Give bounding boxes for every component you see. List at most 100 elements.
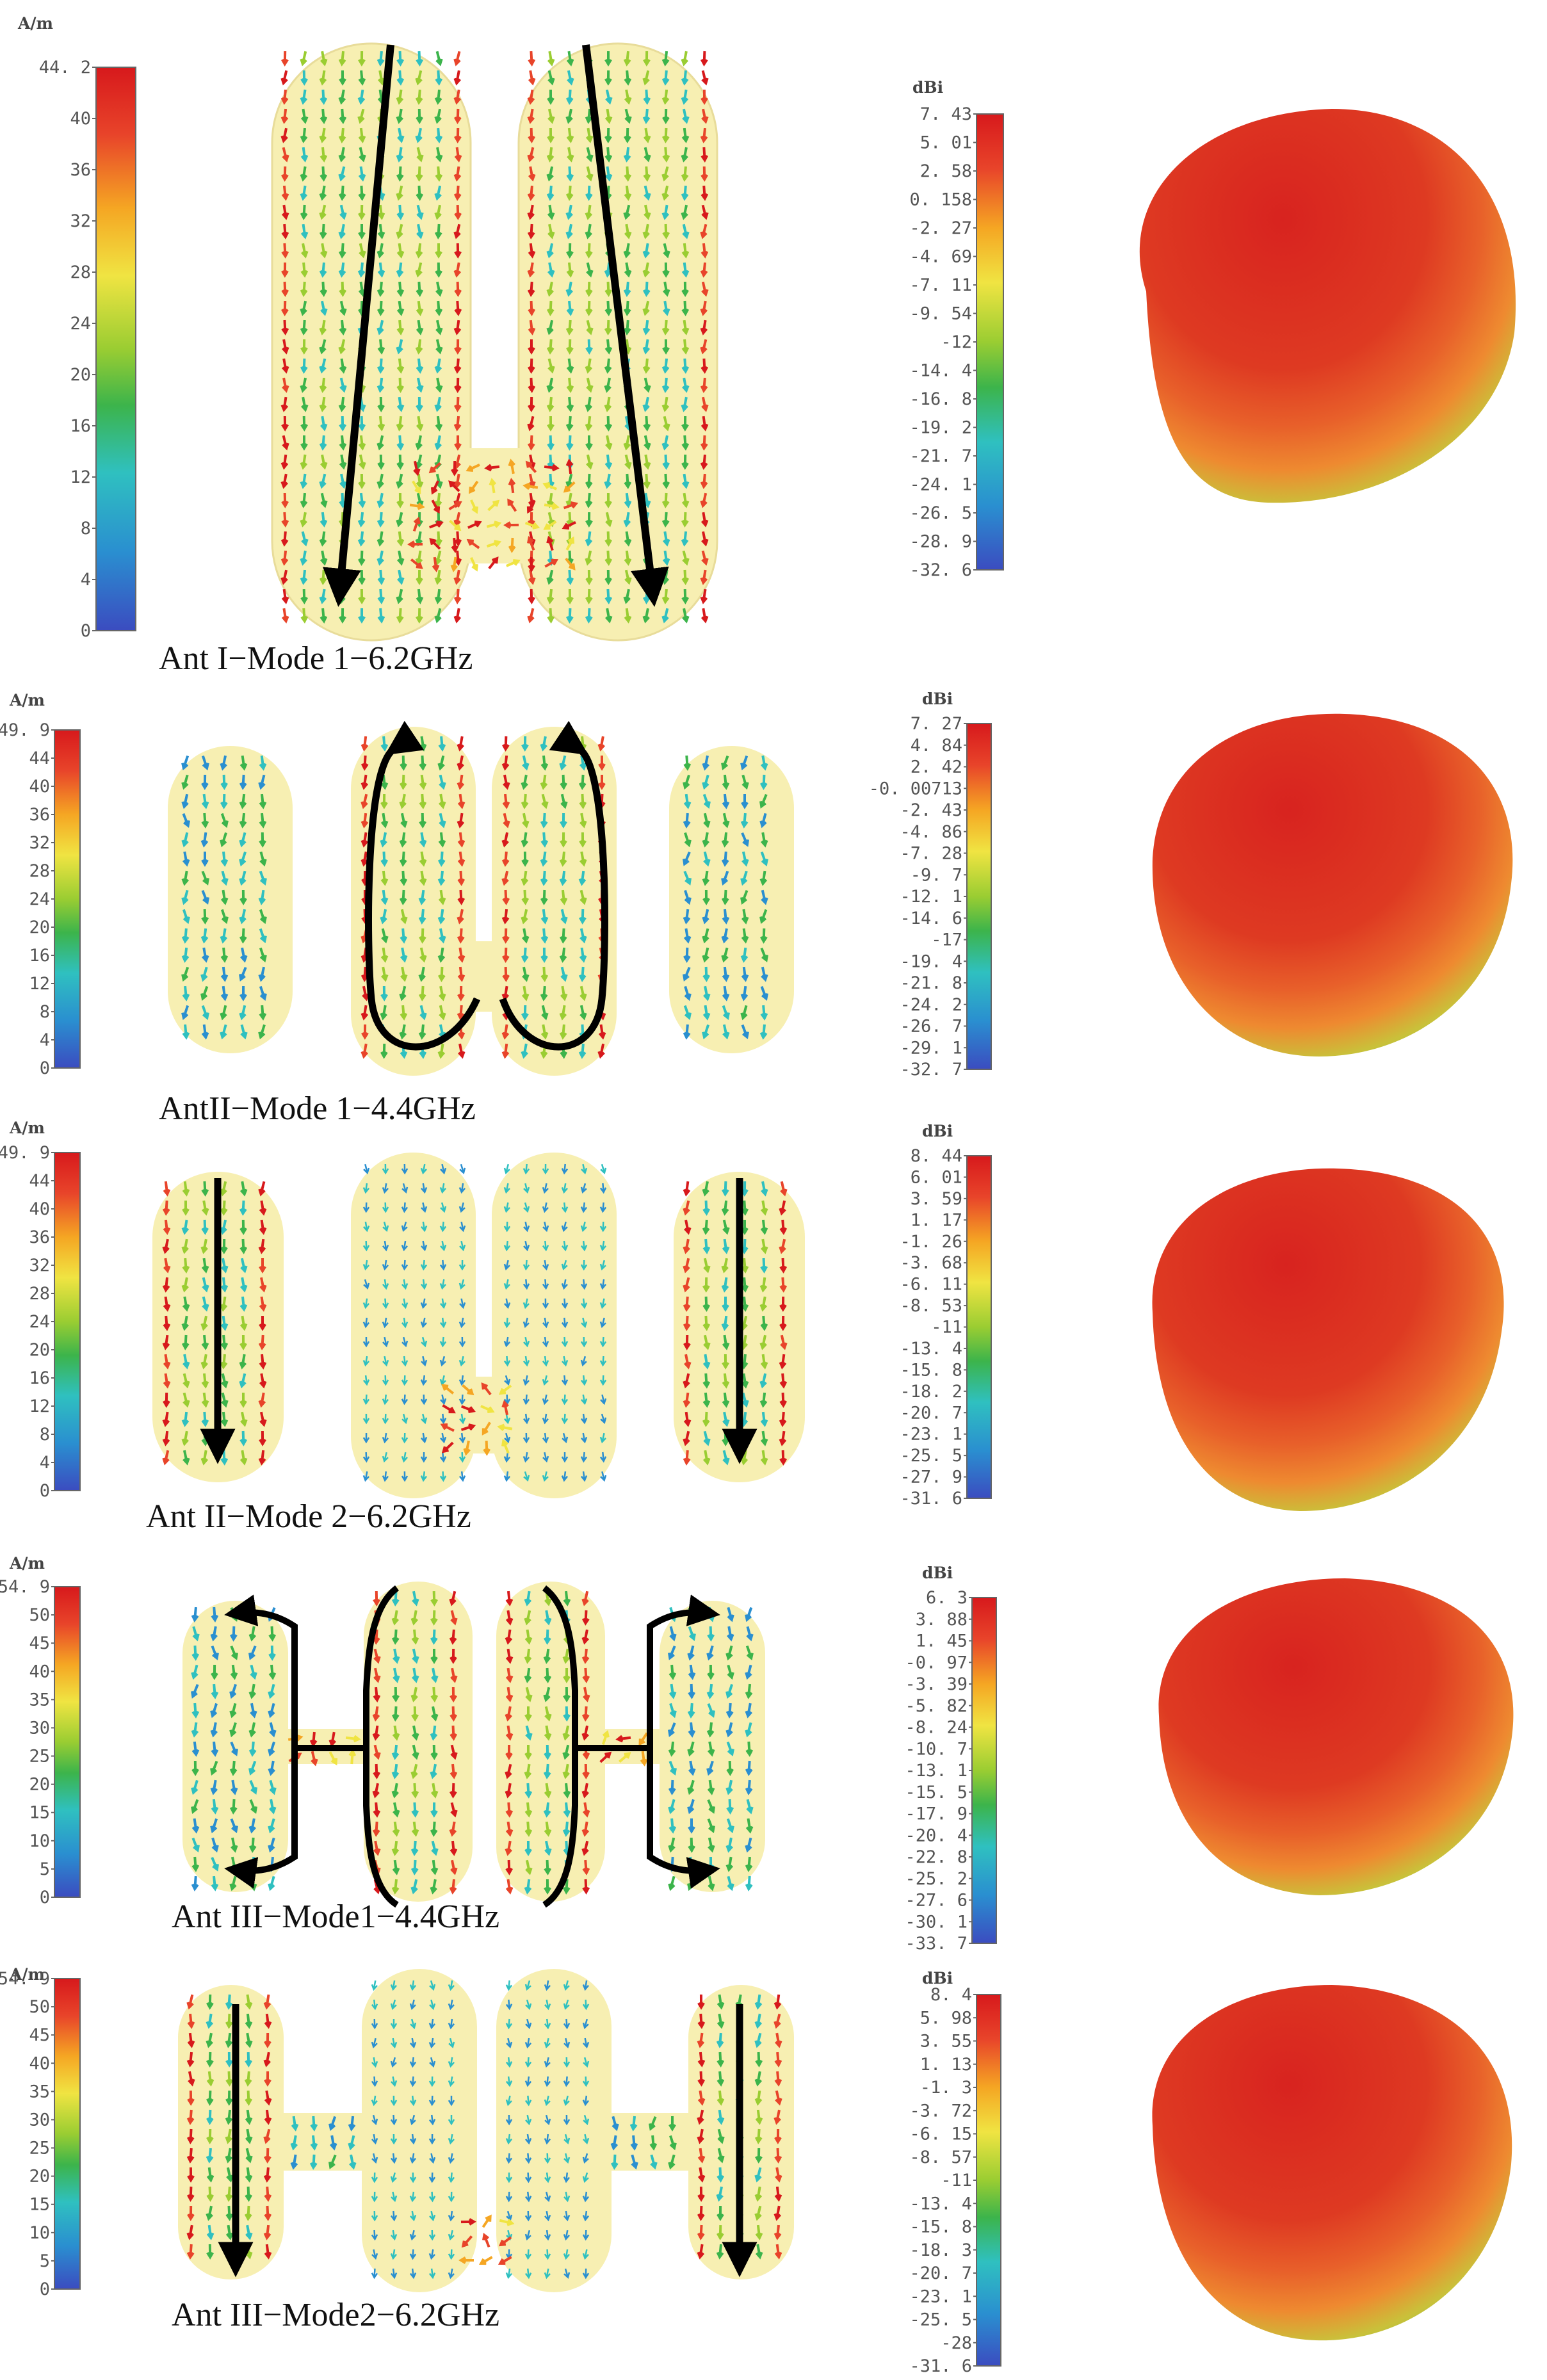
gain-tick-label: -3. 68 <box>900 1253 962 1273</box>
current-vector <box>745 1856 753 1872</box>
current-vector <box>668 1760 677 1776</box>
current-vector <box>563 1667 571 1683</box>
current-vector <box>745 1722 752 1738</box>
current-vector <box>377 569 385 585</box>
current-vector <box>501 1043 510 1059</box>
gain-tick-label: -23. 1 <box>900 1425 962 1445</box>
current-vector <box>401 1375 409 1386</box>
current-vector <box>410 1610 419 1626</box>
current-vector <box>162 1200 170 1216</box>
current-vector <box>504 1413 511 1425</box>
current-tick-label: 40 <box>29 1662 50 1681</box>
current-vector <box>563 1802 571 1818</box>
current-direction-arrow <box>365 720 481 1051</box>
current-vector <box>416 377 424 393</box>
current-vector <box>245 2013 253 2029</box>
current-vector <box>612 2116 619 2132</box>
current-vector <box>380 985 388 1001</box>
current-vector <box>526 499 536 514</box>
current-vector <box>505 1859 513 1875</box>
current-vector <box>745 1645 754 1661</box>
current-vector <box>448 2191 455 2203</box>
current-vector <box>419 928 426 944</box>
current-vector <box>373 1591 380 1607</box>
current-vector <box>186 2052 195 2068</box>
current-vector <box>563 2249 571 2260</box>
current-vector <box>547 89 555 105</box>
current-vector <box>396 512 403 528</box>
current-vector <box>661 396 670 412</box>
current-vector <box>527 108 535 124</box>
current-tick-label: 44 <box>29 1171 50 1191</box>
current-vector <box>163 1296 171 1312</box>
current-vector <box>182 1200 190 1216</box>
current-vector <box>683 1200 690 1216</box>
current-vector <box>264 2090 272 2106</box>
current-vector <box>565 281 573 297</box>
panel-caption: AntII−Mode 1−4.4GHz <box>159 1090 476 1127</box>
current-vector <box>741 1277 749 1293</box>
current-vector <box>339 454 347 470</box>
gain-tick-label: 2. 58 <box>920 161 972 181</box>
current-vector <box>582 2172 589 2183</box>
current-vector <box>542 1221 549 1233</box>
current-vector <box>393 1648 400 1664</box>
current-vector <box>528 396 535 412</box>
current-tick-label: 25 <box>29 2139 50 2158</box>
current-vector <box>761 1181 768 1197</box>
current-vector <box>439 928 446 944</box>
current-vector <box>206 2109 214 2125</box>
current-vector <box>259 1219 267 1235</box>
current-tick-label: 5 <box>40 2251 50 2271</box>
current-vector <box>563 1687 571 1703</box>
gain-tick-label: -26. 7 <box>900 1017 962 1037</box>
current-vector <box>206 2167 215 2183</box>
gain-tick-label: -25. 2 <box>905 1869 968 1889</box>
current-vector <box>358 166 366 182</box>
current-vector <box>319 320 327 336</box>
current-vector <box>687 1779 695 1795</box>
current-vector <box>586 147 594 163</box>
current-vector <box>382 1202 389 1213</box>
current-vector <box>245 2128 253 2144</box>
current-vector <box>357 108 365 124</box>
current-vector <box>581 1706 590 1722</box>
current-vector <box>561 1298 569 1309</box>
current-vector <box>440 1163 447 1175</box>
current-vector <box>578 774 587 790</box>
current-vector <box>585 550 592 566</box>
current-vector <box>268 1837 275 1853</box>
current-vector <box>565 89 574 105</box>
current-unit: A/m <box>9 1554 45 1573</box>
current-vector <box>410 2018 417 2030</box>
current-vector <box>779 1411 787 1427</box>
current-vector <box>683 1238 690 1254</box>
current-vector <box>702 966 710 982</box>
current-vector <box>362 1394 370 1405</box>
current-vector <box>502 889 510 905</box>
current-vector <box>585 396 593 412</box>
current-vector <box>506 2037 513 2049</box>
current-vector <box>419 832 427 848</box>
current-vector <box>707 1818 715 1833</box>
current-vector <box>604 569 612 585</box>
gain-tick-label: -17 <box>931 930 962 950</box>
current-vector <box>754 2205 762 2221</box>
current-vector <box>400 870 408 886</box>
current-vector <box>544 2133 551 2145</box>
current-vector <box>683 1315 691 1331</box>
current-vector <box>191 1664 198 1680</box>
current-vector <box>416 396 423 412</box>
current-vector <box>457 870 466 886</box>
current-vector <box>717 2090 725 2106</box>
current-vector <box>662 473 670 489</box>
current-vector <box>259 813 267 829</box>
current-vector <box>459 1240 466 1252</box>
current-vector <box>248 1760 257 1776</box>
current-vector <box>528 70 536 86</box>
current-tick-label: 12 <box>29 974 50 994</box>
current-vector <box>702 1392 711 1408</box>
current-vector <box>540 928 549 944</box>
current-vector <box>397 569 405 585</box>
current-vector <box>191 1875 199 1891</box>
